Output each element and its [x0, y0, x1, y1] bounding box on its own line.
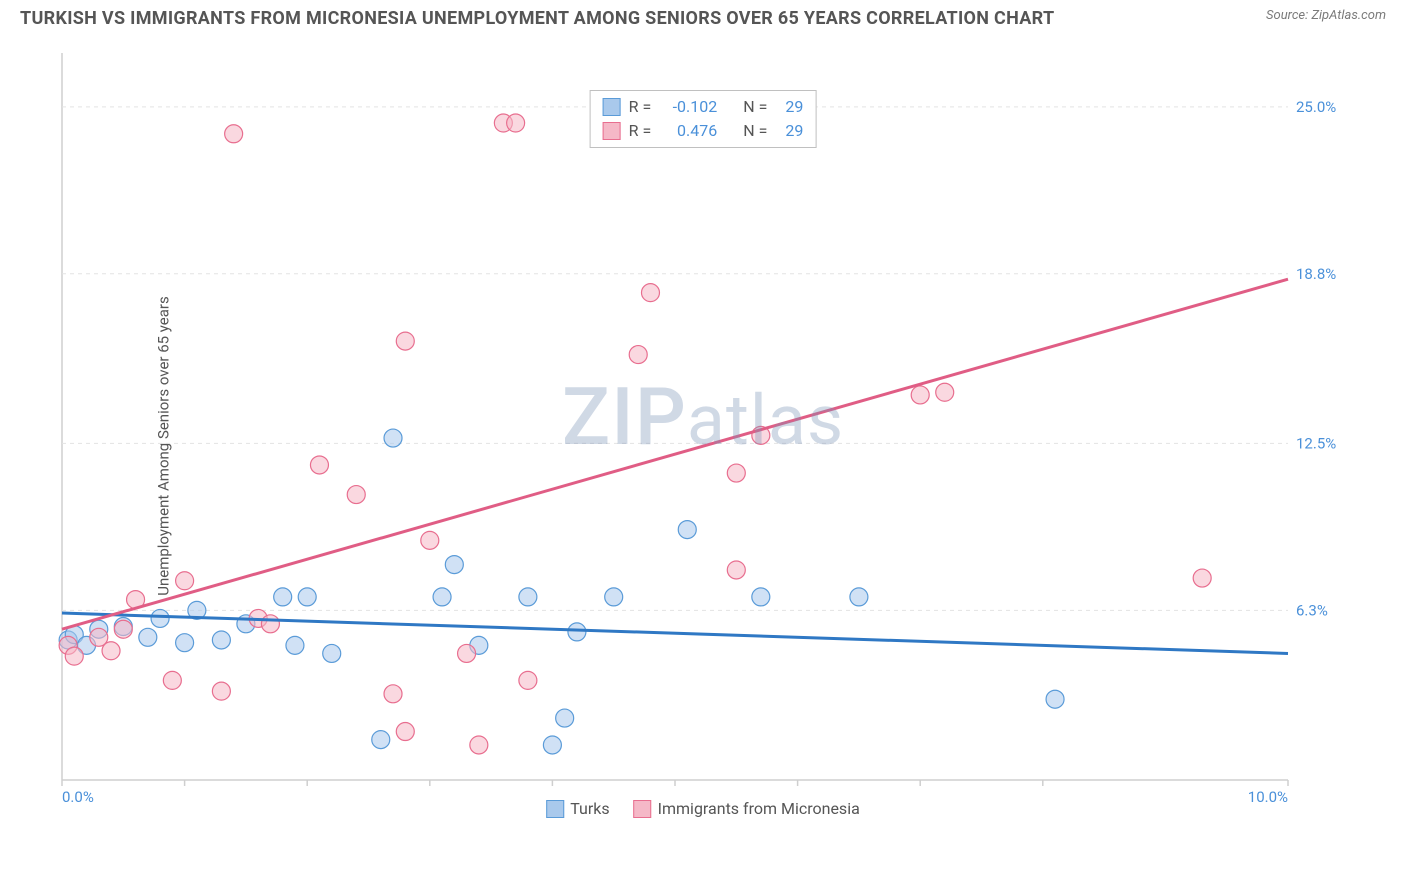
source-attribution: Source: ZipAtlas.com	[1266, 8, 1386, 23]
source-prefix: Source:	[1266, 8, 1311, 23]
svg-text:0.0%: 0.0%	[62, 788, 94, 806]
header-bar: TURKISH VS IMMIGRANTS FROM MICRONESIA UN…	[0, 0, 1406, 29]
legend-item-1: Turks	[546, 799, 609, 818]
svg-text:12.5%: 12.5%	[1296, 434, 1336, 452]
swatch-series-2	[634, 800, 652, 818]
chart-area: 6.3%12.5%18.8%25.0%0.0%10.0% ZIPatlas R …	[58, 45, 1348, 820]
n-label: N =	[743, 95, 767, 119]
svg-text:18.8%: 18.8%	[1296, 265, 1336, 283]
r-label: R =	[629, 95, 652, 119]
r-value-1: -0.102	[659, 95, 717, 119]
svg-text:25.0%: 25.0%	[1296, 98, 1336, 116]
chart-title: TURKISH VS IMMIGRANTS FROM MICRONESIA UN…	[20, 8, 1054, 29]
n-value-2: 29	[775, 119, 803, 143]
correlation-row-1: R = -0.102 N = 29	[603, 95, 804, 119]
source-name: ZipAtlas.com	[1311, 8, 1386, 23]
swatch-series-1	[603, 98, 621, 116]
svg-text:6.3%: 6.3%	[1296, 601, 1328, 619]
legend-item-2: Immigrants from Micronesia	[634, 799, 860, 818]
bottom-legend: Turks Immigrants from Micronesia	[546, 799, 860, 818]
correlation-row-2: R = 0.476 N = 29	[603, 119, 804, 143]
swatch-series-2	[603, 122, 621, 140]
r-value-2: 0.476	[659, 119, 717, 143]
r-label: R =	[629, 119, 652, 143]
scatter-plot: 6.3% 12.5% 18.8% 25.0% 0.0% 10.0%	[58, 45, 1348, 820]
n-value-1: 29	[775, 95, 803, 119]
correlation-box: R = -0.102 N = 29 R = 0.476 N = 29	[590, 90, 817, 148]
legend-label-2: Immigrants from Micronesia	[658, 799, 860, 818]
n-label: N =	[743, 119, 767, 143]
legend-label-1: Turks	[570, 799, 609, 818]
svg-text:10.0%: 10.0%	[1248, 788, 1288, 806]
swatch-series-1	[546, 800, 564, 818]
